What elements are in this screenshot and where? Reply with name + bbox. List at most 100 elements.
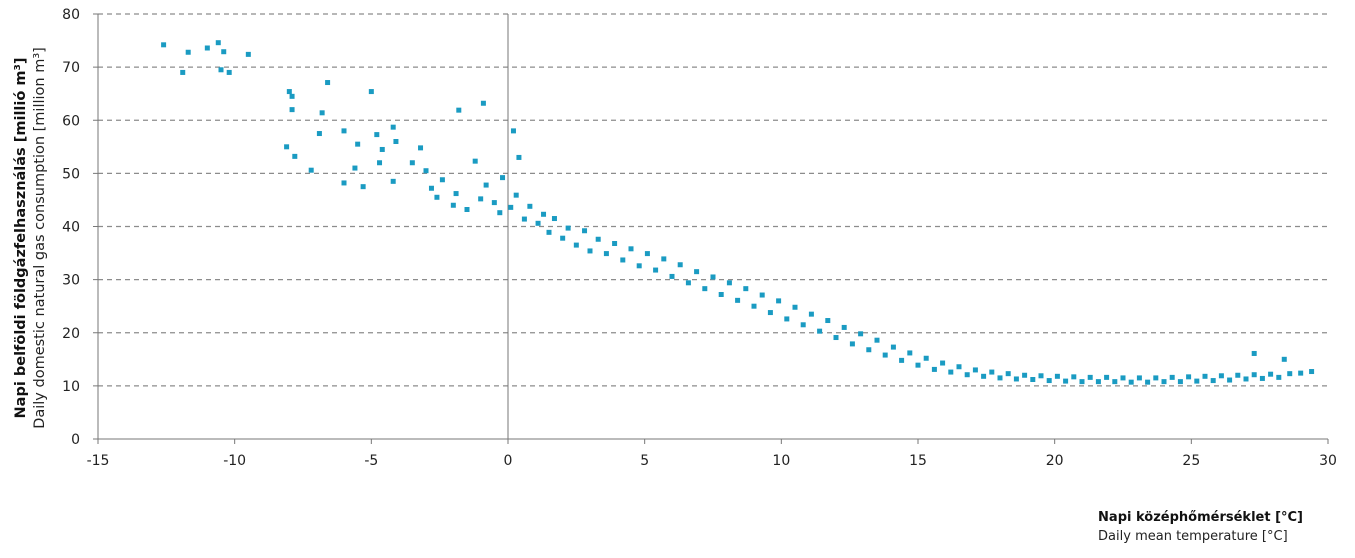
data-point (685, 280, 691, 286)
data-point (1251, 372, 1257, 378)
data-point (628, 246, 634, 252)
y-axis-label-en: Daily domestic natural gas consumption [… (32, 47, 48, 429)
data-point (964, 372, 970, 378)
data-point (981, 373, 987, 379)
data-point (215, 40, 221, 46)
data-point (341, 180, 347, 186)
data-point (587, 248, 593, 254)
data-point (483, 182, 489, 188)
gridlines (98, 13, 1328, 387)
data-point (565, 225, 571, 231)
data-point (1030, 377, 1036, 382)
data-point (513, 192, 519, 198)
y-tick-label: 40 (62, 220, 80, 236)
data-point (931, 366, 937, 372)
data-point (882, 352, 888, 358)
data-point (450, 202, 456, 208)
data-point (1243, 376, 1249, 382)
y-tick-label: 0 (71, 432, 80, 448)
data-point (1112, 379, 1118, 385)
data-point (379, 146, 385, 152)
data-point (439, 177, 445, 183)
data-point (1079, 379, 1085, 385)
data-point (560, 235, 566, 241)
data-point (368, 89, 374, 95)
data-point (1218, 373, 1224, 379)
y-tick-labels: 0 10 20 30 40 50 60 70 80 (62, 7, 80, 448)
data-point (418, 145, 424, 151)
x-tick-label: -15 (87, 453, 110, 469)
data-point (360, 184, 366, 190)
data-point (582, 228, 588, 234)
x-tick-label: 5 (640, 453, 649, 469)
data-point (1309, 369, 1315, 375)
data-point (497, 210, 503, 216)
data-point (1169, 374, 1175, 380)
data-point (286, 89, 292, 95)
data-point (915, 362, 921, 368)
data-point (956, 364, 962, 370)
data-point (390, 124, 396, 130)
data-point (478, 196, 484, 202)
data-point (989, 369, 995, 375)
data-point (546, 229, 552, 235)
y-axis-label-hu: Napi belföldi földgázfelhasználás [milli… (13, 58, 29, 419)
data-point (1104, 374, 1110, 380)
data-point (1046, 378, 1052, 384)
data-point (377, 160, 383, 166)
x-tick-label: -10 (223, 453, 246, 469)
y-tick-label: 10 (62, 379, 80, 395)
data-point (434, 194, 440, 200)
data-point (669, 273, 675, 279)
data-point (308, 167, 314, 173)
data-point (1071, 374, 1077, 380)
x-tick-label: 20 (1046, 453, 1064, 469)
data-point (923, 355, 929, 361)
data-point (1153, 375, 1159, 381)
y-tick-label: 30 (62, 273, 80, 289)
data-point (180, 69, 186, 75)
data-point (500, 175, 506, 181)
data-point (1022, 372, 1028, 378)
data-point (472, 158, 478, 164)
y-tick-label: 50 (62, 166, 80, 182)
x-tick-labels: -15 -10 -5 0 5 10 15 20 25 30 (87, 453, 1337, 469)
data-point (551, 216, 557, 222)
data-point (751, 303, 757, 309)
axes (93, 13, 1329, 444)
data-point (226, 69, 232, 75)
data-point (289, 107, 295, 113)
x-axis-label-en: Daily mean temperature [°C] (1098, 529, 1288, 544)
x-tick-label: 0 (504, 453, 513, 469)
data-point (491, 200, 497, 206)
data-point (661, 256, 667, 262)
data-point (1120, 375, 1126, 381)
data-point (1210, 378, 1216, 384)
data-point (428, 185, 434, 191)
data-point (743, 286, 749, 292)
data-point (1298, 370, 1304, 376)
data-point (393, 139, 399, 144)
x-tick-label: 30 (1319, 453, 1337, 469)
data-point (245, 51, 251, 57)
data-point (1005, 371, 1011, 377)
data-point (1177, 379, 1183, 385)
x-axis-label-hu: Napi középhőmérséklet [°C] (1098, 510, 1303, 525)
y-tick-label: 60 (62, 113, 80, 129)
data-point (735, 297, 741, 303)
data-point (316, 131, 322, 137)
data-point (817, 328, 823, 334)
data-point (1186, 374, 1192, 380)
data-point (800, 322, 806, 328)
data-point (456, 107, 462, 113)
data-point (1227, 377, 1233, 383)
data-point (1145, 379, 1151, 385)
data-point (702, 286, 708, 292)
data-point (1259, 375, 1265, 381)
data-point (833, 335, 839, 341)
data-point (718, 292, 724, 297)
data-point (1287, 371, 1293, 377)
data-point (1063, 378, 1069, 384)
data-point (890, 344, 896, 350)
